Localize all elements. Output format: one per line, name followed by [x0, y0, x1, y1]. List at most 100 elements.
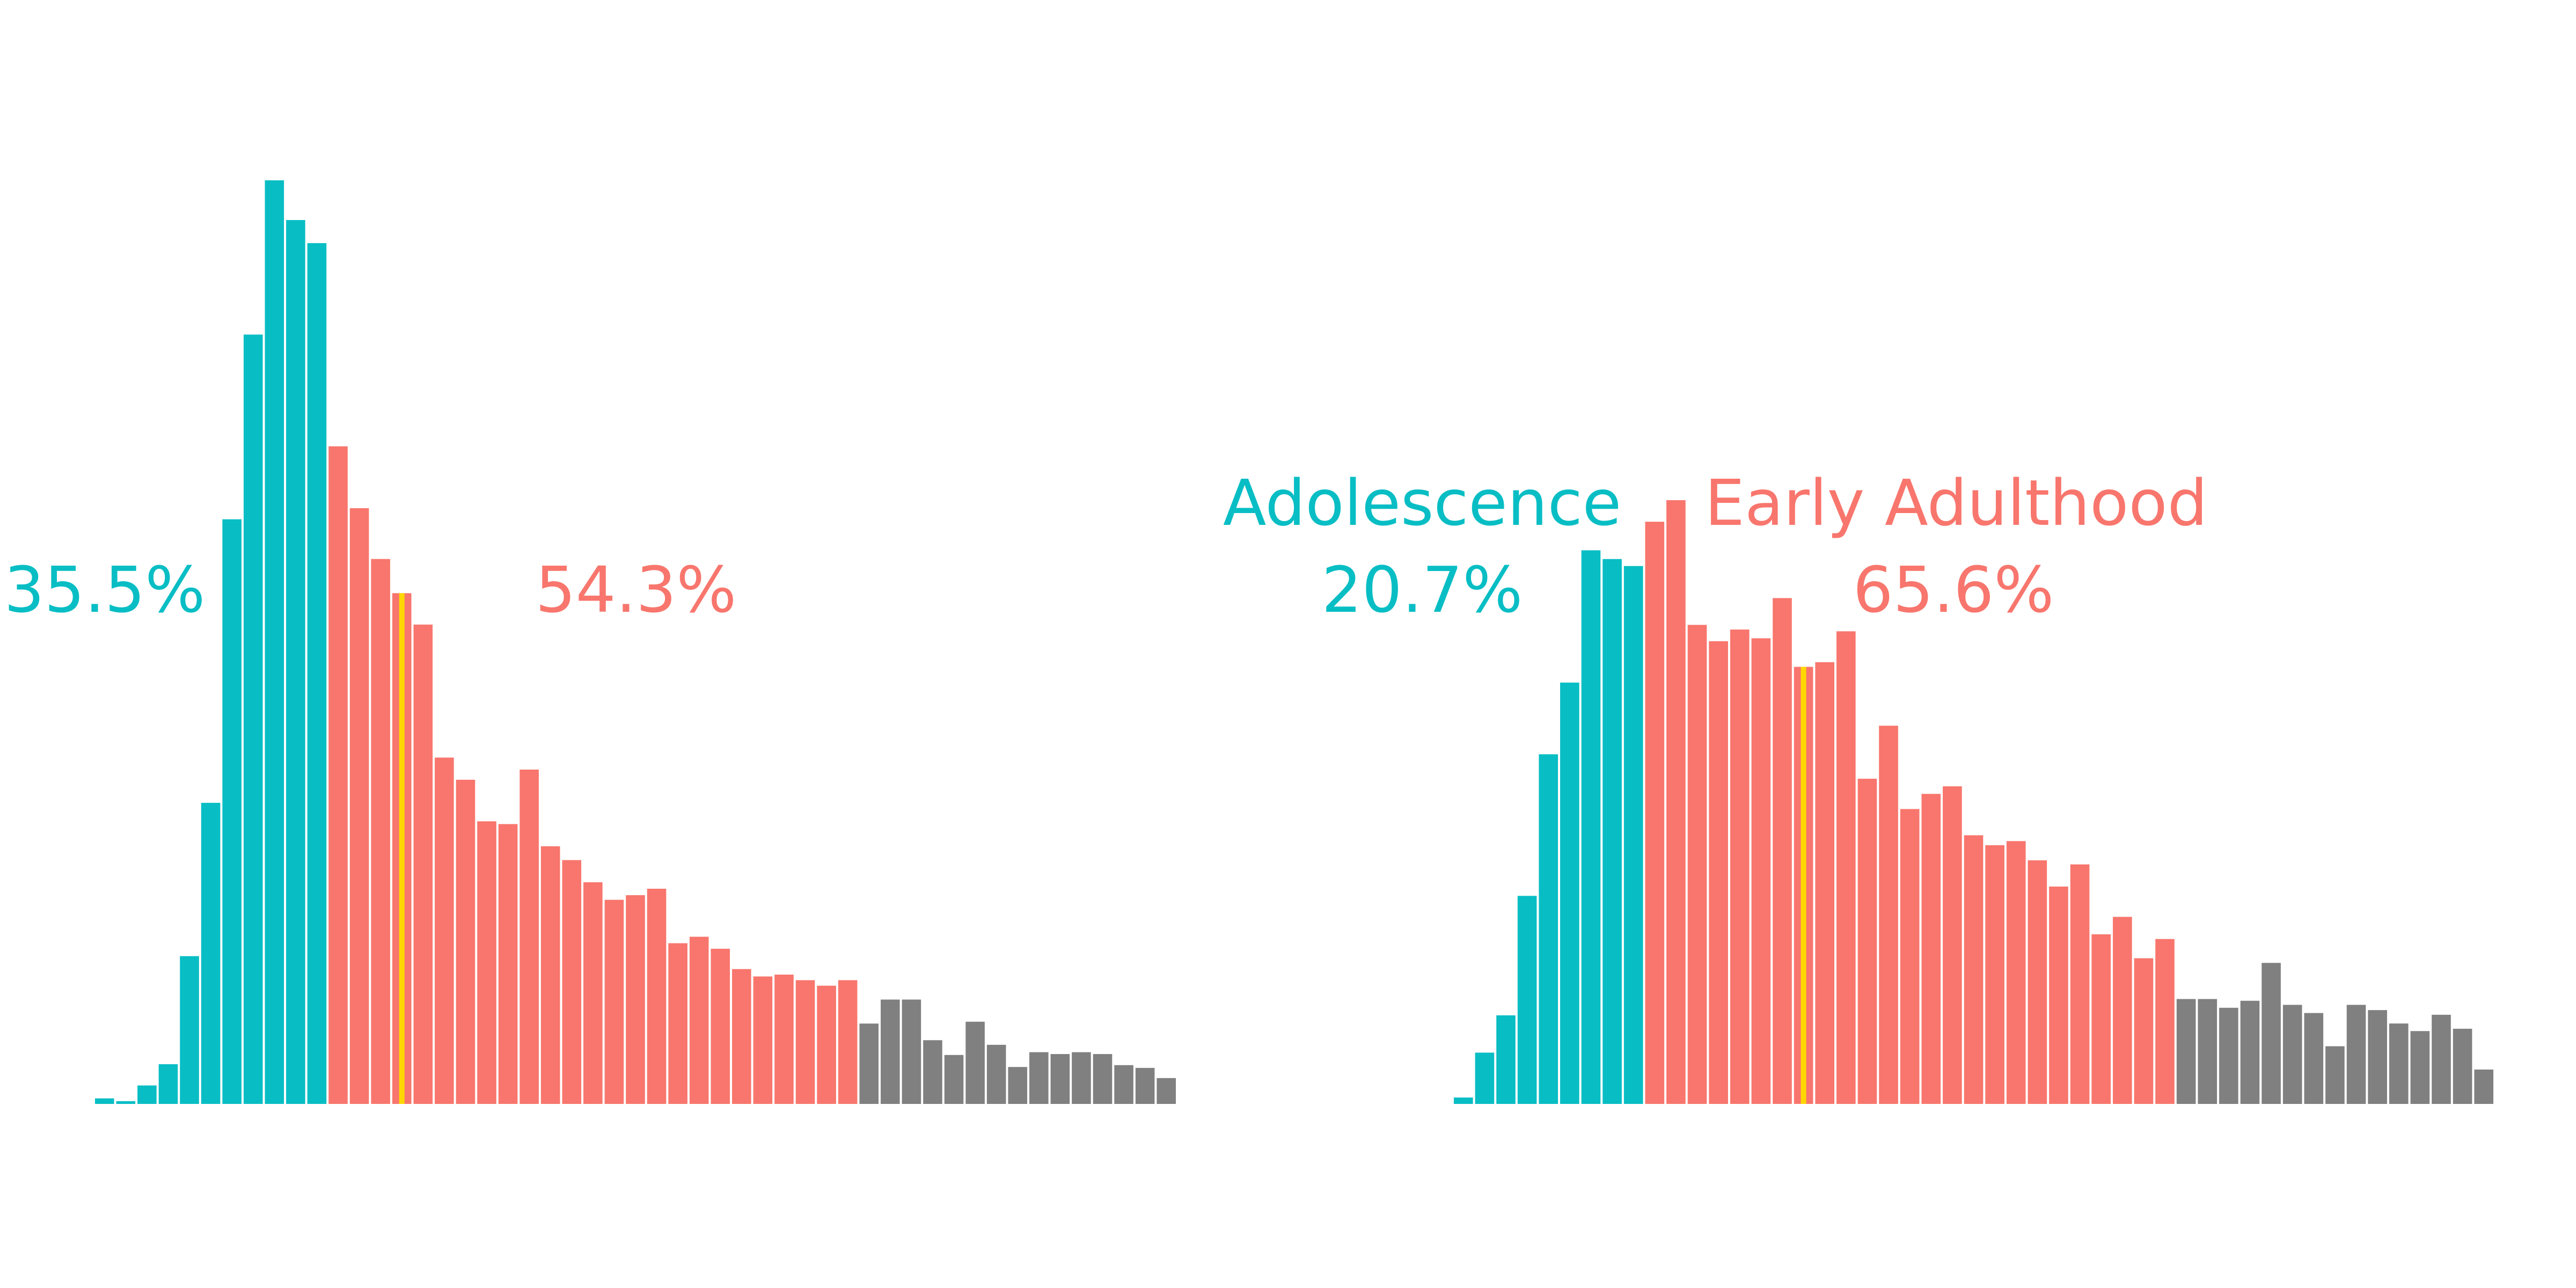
histogram-bar-early-adulthood: [2091, 934, 2111, 1104]
histogram-bar-other: [1093, 1054, 1113, 1104]
histogram-bar-early-adulthood: [371, 559, 390, 1104]
histogram-bar-early-adulthood: [1730, 630, 1750, 1104]
histogram-bar-other: [2368, 1010, 2387, 1104]
histogram-bar-early-adulthood: [1900, 809, 1920, 1104]
histogram-bar-early-adulthood: [2028, 860, 2047, 1104]
histogram-bar-early-adulthood: [2070, 864, 2090, 1104]
histogram-bar-early-adulthood: [1943, 786, 1962, 1104]
histogram-bar-other: [2219, 1007, 2238, 1104]
bars-right: [1454, 500, 2493, 1104]
right-adolescence-label: Adolescence: [1223, 466, 1621, 540]
histogram-bar-early-adulthood: [477, 821, 496, 1104]
histogram-bar-adolescence: [243, 334, 263, 1104]
histogram-bar-early-adulthood: [1921, 794, 1941, 1104]
histogram-bar-early-adulthood: [413, 624, 433, 1104]
histogram-bar-adolescence: [1560, 682, 1579, 1104]
histogram-bar-other: [1029, 1052, 1049, 1104]
histogram-bar-early-adulthood: [2155, 939, 2175, 1104]
histogram-bar-other: [1135, 1067, 1155, 1104]
histogram-bar-early-adulthood: [1964, 835, 1984, 1104]
histogram-bar-adolescence: [1602, 559, 1622, 1104]
histogram-bar-early-adulthood: [1836, 631, 1856, 1104]
histogram-bar-other: [944, 1055, 964, 1104]
right-adolescence-percent: 20.7%: [1322, 553, 1523, 627]
histogram-bar-early-adulthood: [583, 882, 603, 1104]
histogram-bar-early-adulthood: [2134, 958, 2154, 1104]
histogram-bar-adolescence: [116, 1101, 136, 1104]
histogram-bar-other: [2176, 999, 2196, 1104]
histogram-bar-early-adulthood: [795, 980, 815, 1104]
histogram-bar-adolescence: [1623, 566, 1643, 1104]
histogram-bar-adolescence: [265, 180, 284, 1104]
histogram-bar-adolescence: [1539, 754, 1558, 1104]
histogram-bar-early-adulthood: [1879, 726, 1898, 1104]
histogram-bar-adolescence: [1581, 550, 1601, 1104]
histogram-bar-adolescence: [158, 1064, 178, 1104]
histogram-bar-early-adulthood: [1815, 662, 1835, 1104]
histogram-bar-adolescence: [201, 802, 221, 1104]
histogram-bar-other: [2262, 963, 2281, 1104]
histogram-bar-other: [1072, 1052, 1091, 1104]
histogram-bar-early-adulthood: [711, 948, 730, 1104]
histogram-bar-other: [881, 999, 900, 1104]
median-marker-line: [1801, 667, 1806, 1104]
histogram-bar-early-adulthood: [1687, 625, 1707, 1104]
histogram-bar-early-adulthood: [2006, 841, 2026, 1104]
histogram-bar-early-adulthood: [626, 895, 645, 1104]
histogram-bar-other: [2304, 1013, 2324, 1104]
histogram-bar-adolescence: [180, 956, 199, 1104]
left-early-adulthood-percent: 54.3%: [536, 553, 737, 627]
histogram-bar-other: [2453, 1028, 2472, 1104]
histogram-bar-early-adulthood: [1985, 845, 2004, 1104]
chart-left: 35.5% 54.3%: [4, 180, 1176, 1104]
histogram-bar-other: [965, 1021, 985, 1104]
histogram-bar-early-adulthood: [838, 980, 858, 1104]
right-early-adulthood-label: Early Adulthood: [1705, 466, 2208, 540]
histogram-bar-adolescence: [1454, 1097, 1473, 1104]
histogram-bar-early-adulthood: [604, 899, 624, 1104]
histogram-bar-early-adulthood: [498, 824, 518, 1104]
histogram-bar-early-adulthood: [519, 770, 539, 1104]
histogram-bar-early-adulthood: [1666, 500, 1686, 1104]
histogram-bar-other: [902, 999, 921, 1104]
histogram-bar-other: [1114, 1065, 1133, 1104]
histogram-bar-other: [2240, 1000, 2260, 1104]
histogram-bar-other: [1157, 1078, 1176, 1104]
histogram-bar-adolescence: [137, 1085, 157, 1104]
bars-left: [95, 180, 1176, 1104]
histogram-bar-early-adulthood: [456, 779, 475, 1104]
histogram-bar-early-adulthood: [349, 508, 369, 1104]
histogram-bar-other: [2432, 1014, 2451, 1104]
histogram-bar-early-adulthood: [562, 860, 582, 1104]
histogram-bar-other: [1050, 1054, 1070, 1104]
histogram-bar-other: [2282, 1005, 2302, 1104]
histogram-bar-early-adulthood: [774, 975, 794, 1104]
histogram-bar-early-adulthood: [328, 446, 348, 1104]
histogram-bar-early-adulthood: [817, 985, 836, 1104]
histogram-bar-early-adulthood: [2049, 886, 2068, 1104]
histogram-bar-early-adulthood: [540, 846, 560, 1104]
histogram-bar-adolescence: [95, 1098, 114, 1104]
histogram-bar-early-adulthood: [1709, 641, 1728, 1104]
histogram-bar-early-adulthood: [2112, 917, 2132, 1104]
histogram-bar-early-adulthood: [1751, 638, 1771, 1104]
histogram-bar-adolescence: [1475, 1052, 1495, 1104]
chart-right: Adolescence Early Adulthood 20.7% 65.6%: [1223, 466, 2493, 1104]
histogram-bar-other: [2410, 1031, 2430, 1104]
histogram-bar-other: [2389, 1023, 2409, 1104]
right-early-adulthood-percent: 65.6%: [1853, 553, 2054, 627]
histogram-bar-early-adulthood: [689, 936, 709, 1104]
histogram-bar-early-adulthood: [1645, 522, 1665, 1104]
histogram-bar-early-adulthood: [753, 976, 773, 1104]
histogram-bar-early-adulthood: [1773, 598, 1792, 1104]
histogram-bar-early-adulthood: [732, 969, 751, 1104]
histogram-bar-other: [986, 1044, 1006, 1104]
histogram-bar-early-adulthood: [435, 757, 454, 1104]
histogram-bar-other: [1008, 1067, 1028, 1104]
histogram-bar-other: [859, 1023, 879, 1104]
histogram-bar-other: [2346, 1005, 2366, 1104]
histogram-bar-other: [2198, 999, 2218, 1104]
histogram-bar-other: [2474, 1069, 2493, 1104]
histogram-bar-other: [2325, 1046, 2345, 1104]
